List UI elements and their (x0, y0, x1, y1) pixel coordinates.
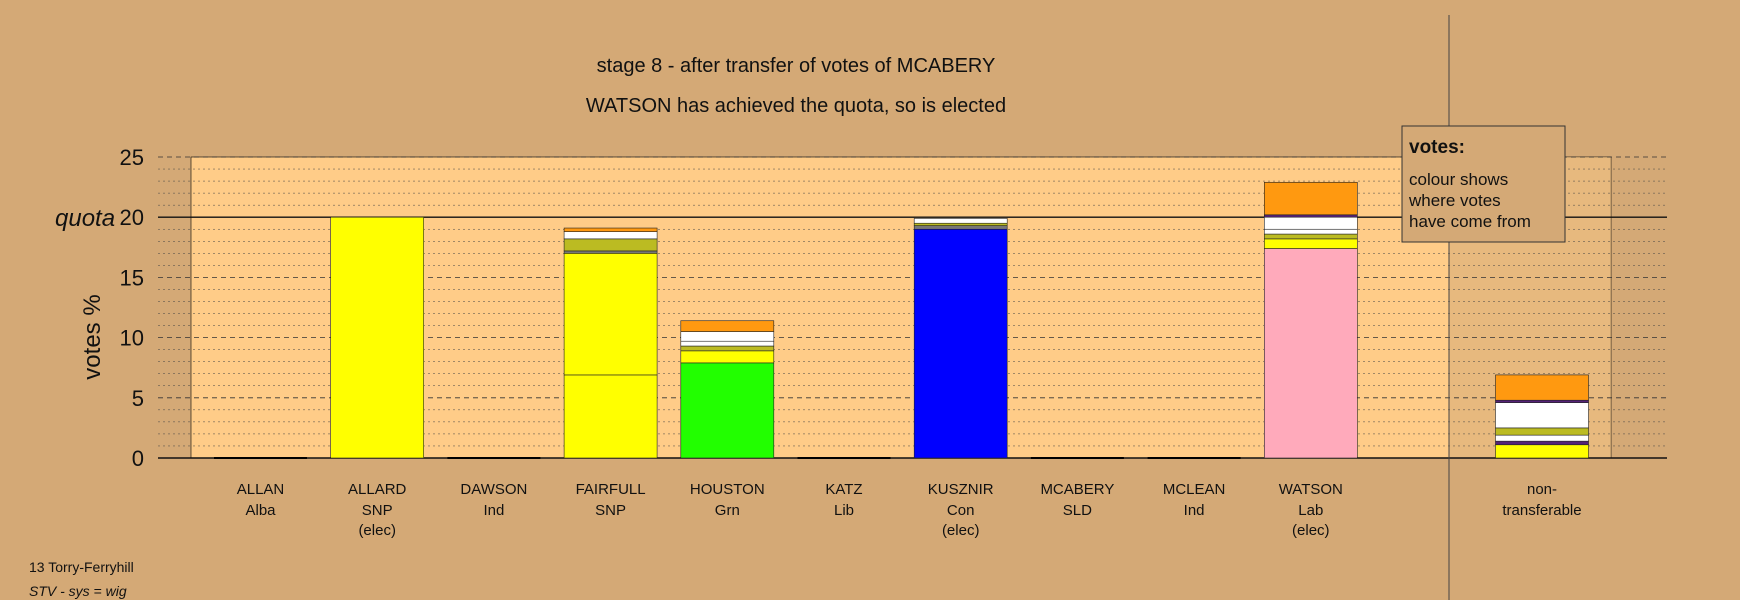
x-label-name: ALLARD (348, 481, 407, 498)
nontransferable-segment (1495, 399, 1589, 403)
bar-segment (1264, 214, 1358, 218)
x-label-name: DAWSON (460, 481, 527, 498)
y-tick-label: 5 (132, 386, 144, 411)
quota-label: quota (55, 205, 115, 232)
bar-segment (563, 231, 658, 240)
y-tick-label: 25 (120, 145, 144, 170)
bar-segment (1264, 248, 1358, 459)
bar-segment (1264, 233, 1358, 240)
x-label-name: KATZ (825, 481, 862, 498)
x-label-party: SNP (362, 502, 393, 519)
x-label-party: Con (947, 502, 975, 519)
bar-segment (1264, 228, 1358, 235)
bar-segment (680, 320, 775, 332)
y-tick-label: 15 (120, 265, 144, 290)
bar-segment (1264, 216, 1358, 230)
nontransferable-segment (1495, 444, 1589, 459)
nontransferable-segment (1495, 440, 1589, 446)
x-label-party: SLD (1063, 502, 1092, 519)
y-tick-label: 10 (120, 326, 144, 351)
x-label-status: (elec) (358, 522, 396, 539)
x-label-name: ALLAN (237, 481, 285, 498)
y-tick-label: 0 (132, 446, 144, 471)
x-label-status: (elec) (942, 522, 980, 539)
x-label-party: SNP (595, 502, 626, 519)
x-label-name: MCLEAN (1163, 481, 1226, 498)
bar-segment (913, 225, 1008, 230)
x-label-party: Ind (1184, 502, 1205, 519)
y-axis-title: votes % (79, 294, 106, 379)
x-label-party: Lib (834, 502, 854, 519)
legend: votes: colour shows where votes have com… (1401, 125, 1566, 243)
bar-segment (913, 218, 1008, 224)
chart-subtitle: WATSON has achieved the quota, so is ele… (586, 95, 1006, 117)
bar-segment (680, 350, 775, 364)
bar-segment (680, 345, 775, 352)
x-label-name: FAIRFULL (576, 481, 646, 498)
legend-box (1401, 125, 1566, 243)
bar-segment (913, 222, 1008, 226)
x-label-name: KUSZNIR (928, 481, 994, 498)
bar-segment (680, 340, 775, 347)
bar-segment (563, 250, 658, 254)
bar-segment (1264, 238, 1358, 249)
legend-line: where votes (1408, 191, 1501, 210)
y-tick-label: 20 (120, 205, 144, 230)
bar-segment (563, 227, 658, 232)
bar-segment (563, 238, 658, 252)
nontransferable-segment (1495, 374, 1589, 401)
x-label-status: (elec) (1292, 522, 1330, 539)
nontransferable-segment (1495, 402, 1589, 429)
x-label-nontransferable: non- (1527, 481, 1557, 498)
legend-line: colour shows (1409, 170, 1508, 189)
legend-heading: votes: (1409, 137, 1465, 158)
x-label-party: Ind (483, 502, 504, 519)
x-label-party: Grn (715, 502, 740, 519)
bars (214, 181, 1589, 459)
x-label-party: Lab (1298, 502, 1323, 519)
x-label-name: MCABERY (1040, 481, 1114, 498)
x-label-nontransferable: transferable (1502, 502, 1581, 519)
nontransferable-segment (1495, 427, 1589, 436)
nontransferable-segment (1495, 434, 1589, 442)
chart-title: stage 8 - after transfer of votes of MCA… (597, 55, 996, 77)
bar-segment (1264, 181, 1358, 216)
bar-segment (680, 362, 775, 459)
plot-area (190, 156, 1612, 459)
x-label-name: WATSON (1279, 481, 1343, 498)
system-label: STV - sys = wig (29, 583, 127, 599)
x-label-party: Alba (245, 502, 276, 519)
ward-label: 13 Torry-Ferryhill (29, 559, 134, 575)
bar-segment (913, 228, 1008, 459)
x-axis-labels: ALLAN Alba ALLARD SNP (elec) DAWSON Ind FAIRFUL… (237, 481, 1582, 539)
bar-segment (330, 216, 425, 459)
x-label-name: HOUSTON (690, 481, 765, 498)
bar-segment (680, 331, 775, 342)
y-axis: 0 5 10 15 20 25 (120, 145, 144, 471)
legend-line: have come from (1409, 212, 1531, 231)
bar-segment (563, 374, 658, 459)
bar-segment (563, 253, 658, 376)
